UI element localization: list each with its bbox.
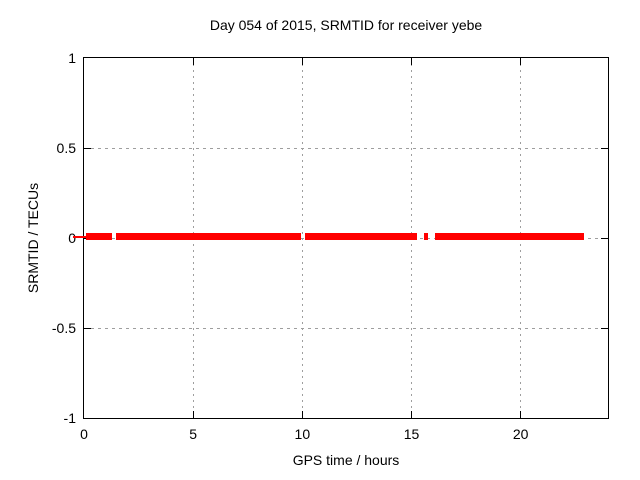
x-tick-bottom bbox=[411, 411, 412, 418]
x-tick-label: 10 bbox=[294, 426, 311, 442]
x-tick-label: 15 bbox=[403, 426, 420, 442]
x-axis-label: GPS time / hours bbox=[292, 452, 400, 468]
plot-area: 0 5 10 15 20 -1 -0.5 0 0.5 1 bbox=[52, 50, 609, 442]
y-tick-right bbox=[601, 147, 608, 149]
series-segment bbox=[116, 233, 302, 240]
y-tick-left bbox=[84, 327, 91, 329]
x-tick-bottom bbox=[520, 411, 522, 418]
x-tick-bottom bbox=[192, 411, 194, 418]
x-tick-top bbox=[192, 58, 194, 65]
series-segment bbox=[423, 233, 429, 240]
y-tick-left bbox=[84, 147, 91, 149]
series-segment bbox=[304, 233, 417, 240]
x-tick-bottom bbox=[301, 411, 303, 418]
series-segment bbox=[435, 233, 584, 240]
y-gridline bbox=[84, 147, 608, 149]
thin-red-dash bbox=[73, 235, 86, 238]
x-tick-top bbox=[301, 58, 303, 65]
series-segment bbox=[85, 233, 112, 240]
y-tick-right bbox=[601, 237, 608, 239]
x-tick-top bbox=[411, 58, 412, 65]
y-tick-label: -0.5 bbox=[51, 320, 76, 336]
y-gridline bbox=[84, 327, 608, 329]
x-tick-label: 5 bbox=[189, 426, 198, 442]
x-tick-top bbox=[520, 58, 522, 65]
y-tick-label: 0 bbox=[68, 230, 76, 246]
y-tick-label: 1 bbox=[68, 50, 76, 66]
chart-title: Day 054 of 2015, SRMTID for receiver yeb… bbox=[209, 17, 483, 33]
x-tick-label: 0 bbox=[80, 426, 88, 442]
y-tick-label: 0.5 bbox=[56, 140, 76, 156]
x-tick-label: 20 bbox=[512, 426, 529, 442]
y-tick-right bbox=[601, 327, 608, 329]
y-tick-label: -1 bbox=[63, 410, 76, 426]
